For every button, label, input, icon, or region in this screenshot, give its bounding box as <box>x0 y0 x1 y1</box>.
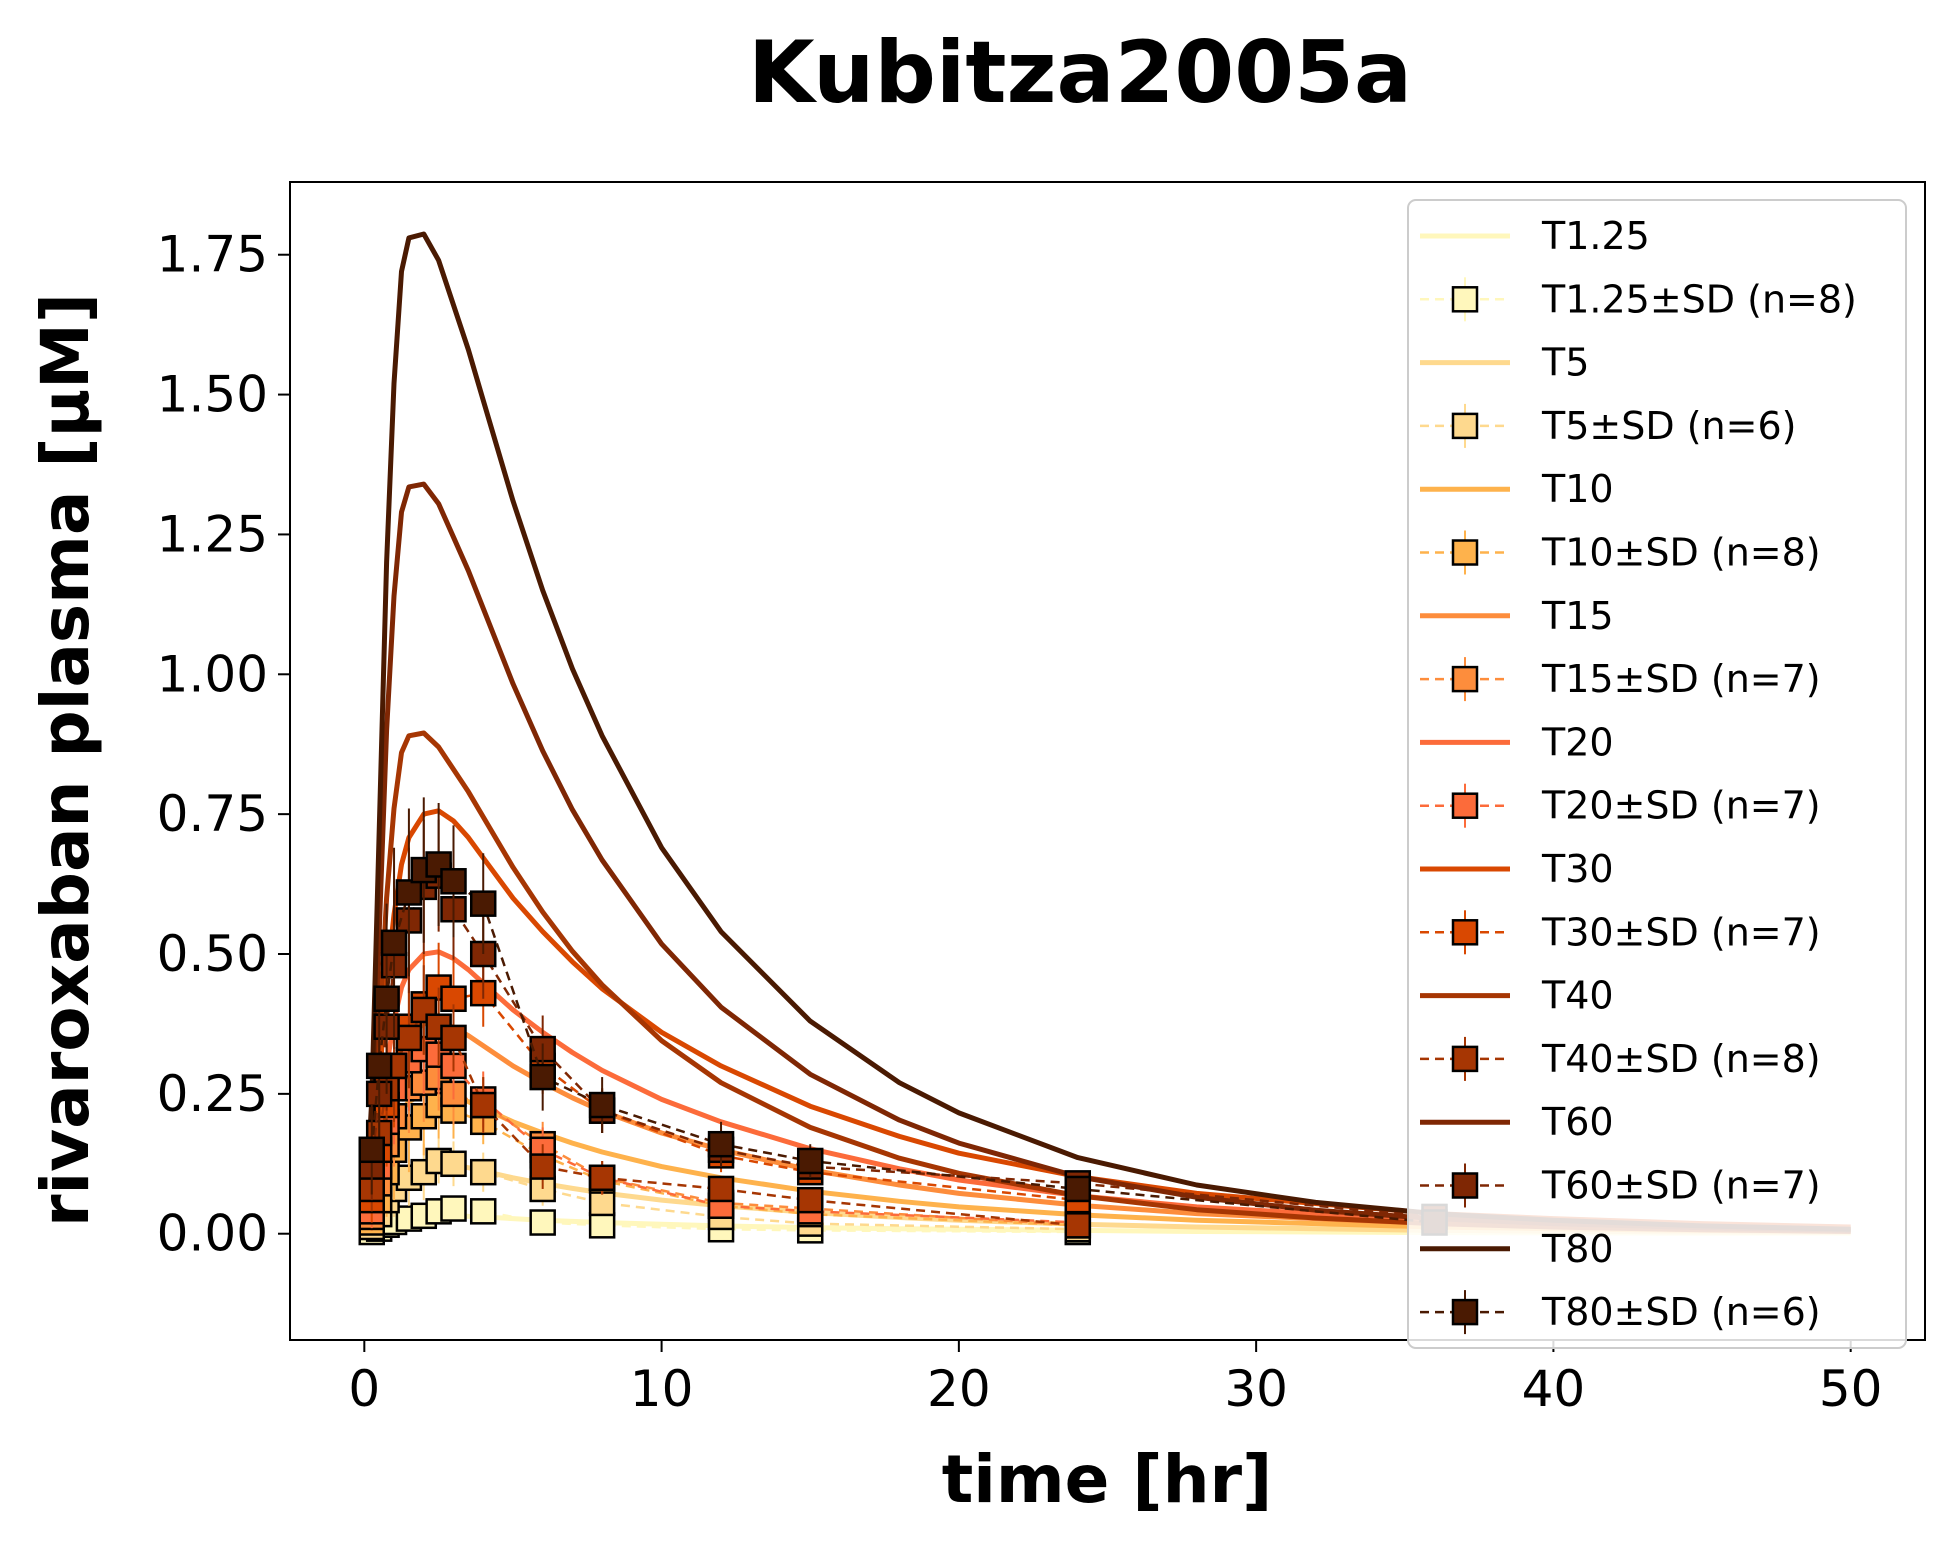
data-point <box>440 868 467 895</box>
legend-swatch-marker <box>1451 1298 1479 1326</box>
legend-frame <box>1407 199 1907 1349</box>
x-axis-label: time [hr] <box>942 1441 1273 1518</box>
legend-label: T80±SD (n=6) <box>1541 1290 1821 1334</box>
legend-label: T30±SD (n=7) <box>1541 910 1821 954</box>
data-point <box>365 1052 393 1080</box>
axes-frame <box>289 181 1926 1341</box>
data-point <box>395 879 423 906</box>
legend-label: T40±SD (n=8) <box>1541 1037 1821 1081</box>
legend-swatch-marker <box>1451 665 1479 693</box>
data-point <box>380 929 408 957</box>
sim-line-T80 <box>361 231 1851 1234</box>
legend-label: T40 <box>1541 974 1614 1018</box>
legend-swatch-marker <box>1451 792 1479 819</box>
data-point <box>796 1147 824 1175</box>
data-point <box>796 1186 824 1214</box>
x-tick-label: 10 <box>630 1360 694 1418</box>
legend-swatch-marker <box>1451 412 1479 440</box>
data-point <box>469 890 497 917</box>
data-point <box>588 1164 616 1192</box>
y-tick-label: 1.50 <box>157 366 268 424</box>
y-tick-label: 0.25 <box>157 1065 268 1123</box>
legend-label: T60 <box>1541 1100 1614 1144</box>
data-point <box>707 1130 735 1158</box>
data-point <box>707 1175 735 1203</box>
data-point <box>1064 1212 1092 1239</box>
legend-label: T20 <box>1541 720 1614 764</box>
data-point <box>469 1158 497 1186</box>
legend-label: T60±SD (n=7) <box>1541 1164 1821 1208</box>
legend-label: T15 <box>1541 594 1614 638</box>
legend-swatch-marker <box>1451 919 1479 946</box>
data-point <box>469 1198 497 1225</box>
y-tick-label: 1.25 <box>157 505 268 563</box>
data-point <box>529 1153 556 1180</box>
legend-swatch-marker <box>1451 1045 1479 1073</box>
legend-label: T1.25±SD (n=8) <box>1541 277 1857 321</box>
data-point <box>588 1189 616 1217</box>
x-tick-label: 0 <box>348 1360 380 1418</box>
sim-line-T40 <box>361 730 1851 1234</box>
y-tick-label: 0.00 <box>157 1205 268 1263</box>
sim-line-T60 <box>361 481 1851 1234</box>
data-point <box>440 1024 467 1052</box>
data-point <box>373 985 400 1013</box>
obs-line-T80 <box>370 863 1435 1224</box>
y-tick-label: 0.50 <box>157 925 268 983</box>
observation-markers <box>358 797 1448 1246</box>
data-point <box>529 1209 556 1236</box>
data-point <box>588 1091 616 1119</box>
y-axis-ticks: 0.00 0.25 0.50 0.75 1.00 1.25 1.50 1.75 <box>157 226 290 1263</box>
data-point <box>440 985 467 1013</box>
data-point <box>358 1136 385 1164</box>
legend-label: T5±SD (n=6) <box>1541 404 1796 448</box>
y-tick-label: 1.00 <box>157 645 268 703</box>
plot-area <box>289 181 1926 1341</box>
legend-label: T10±SD (n=8) <box>1541 531 1821 575</box>
data-point <box>440 1150 467 1178</box>
data-point <box>469 1091 497 1119</box>
x-tick-label: 20 <box>927 1360 991 1418</box>
legend-swatch-marker <box>1451 1172 1479 1199</box>
chart-title: Kubitza2005a <box>748 23 1412 123</box>
legend: T1.25 T1.25±SD (n=8) T5 T5±SD (n=6) T10 T10±S… <box>1407 199 1907 1349</box>
legend-label: T10 <box>1541 467 1614 511</box>
legend-label: T30 <box>1541 847 1614 891</box>
y-tick-label: 0.75 <box>157 785 268 843</box>
legend-label: T20±SD (n=7) <box>1541 784 1821 828</box>
x-tick-label: 40 <box>1522 1360 1586 1418</box>
y-tick-label: 1.75 <box>157 226 268 284</box>
legend-label: T5 <box>1541 341 1589 385</box>
legend-label: T15±SD (n=7) <box>1541 657 1821 701</box>
data-point <box>588 1212 616 1239</box>
legend-swatch-marker <box>1451 286 1479 313</box>
legend-entries: T1.25 T1.25±SD (n=8) T5 T5±SD (n=6) T10 T10±S… <box>1420 214 1857 1335</box>
data-point <box>395 1024 423 1052</box>
x-tick-label: 30 <box>1224 1360 1288 1418</box>
legend-label: T1.25 <box>1541 214 1650 258</box>
data-point <box>440 1195 467 1222</box>
x-axis-ticks: 0 10 20 30 40 50 <box>348 1340 1882 1418</box>
legend-swatch-marker <box>1451 539 1479 566</box>
y-axis-label: rivaroxaban plasma [μM] <box>27 293 104 1227</box>
data-point <box>529 1063 556 1091</box>
x-tick-label: 50 <box>1819 1360 1883 1418</box>
legend-label: T80 <box>1541 1227 1614 1271</box>
data-point <box>1064 1175 1092 1203</box>
